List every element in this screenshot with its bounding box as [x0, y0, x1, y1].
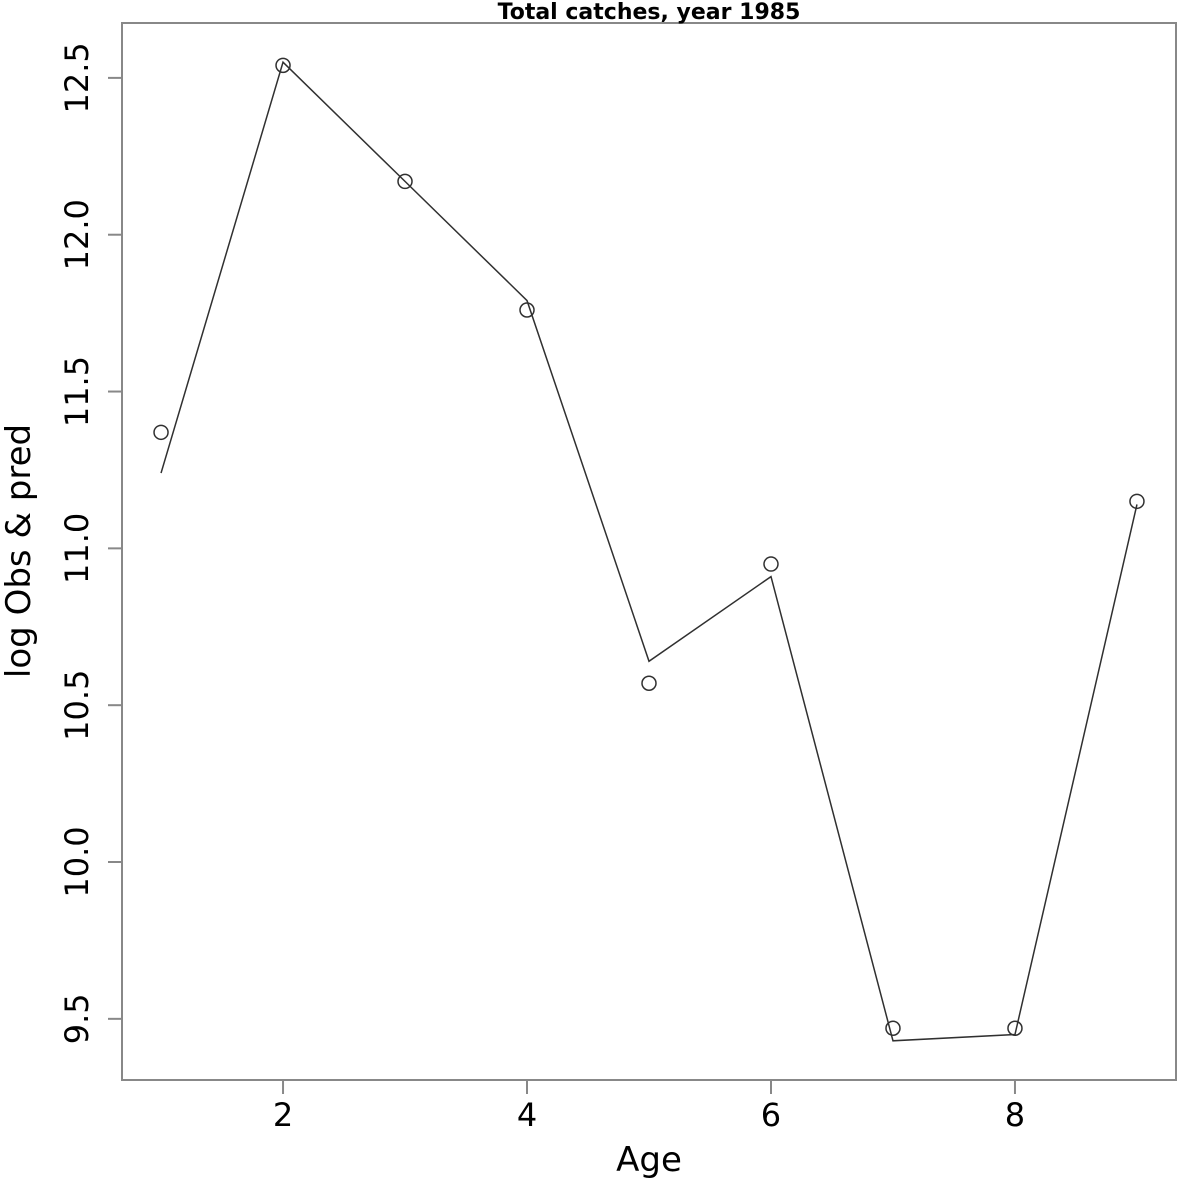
- x-tick-label: 6: [761, 1096, 781, 1134]
- predicted-series-line: [160, 60, 1138, 1042]
- observed-data-point: [153, 424, 169, 441]
- x-tick-label: 2: [273, 1096, 293, 1134]
- observed-series-points: [153, 57, 1145, 1036]
- y-axis-label: log Obs & pred: [0, 424, 39, 678]
- x-axis: 2 4 6 8: [273, 1080, 1025, 1134]
- observed-data-point: [1007, 1020, 1023, 1036]
- chart-title: Total catches, year 1985: [498, 0, 801, 25]
- x-tick-label: 4: [517, 1096, 537, 1134]
- x-axis-label: Age: [616, 1140, 682, 1180]
- observed-data-point: [397, 173, 413, 190]
- y-tick-label: 10.5: [58, 670, 96, 741]
- y-tick-label: 10.0: [58, 826, 96, 897]
- observed-data-point: [641, 675, 657, 691]
- x-tick-label: 8: [1005, 1096, 1025, 1134]
- y-tick-label: 12.0: [58, 199, 96, 270]
- observed-data-point: [763, 556, 779, 572]
- y-axis: 9.5 10.0 10.5 11.0 11.5 12.0 12.5: [58, 42, 122, 1044]
- plot-border-box: [121, 22, 1177, 1081]
- y-tick-label: 11.0: [58, 513, 96, 584]
- y-tick-label: 12.5: [58, 42, 96, 113]
- observed-data-point: [275, 57, 291, 74]
- observed-data-point: [519, 302, 535, 318]
- observed-data-point: [1129, 493, 1145, 510]
- y-tick-label: 9.5: [58, 993, 96, 1044]
- y-tick-label: 11.5: [58, 356, 96, 427]
- observed-data-point: [885, 1020, 901, 1036]
